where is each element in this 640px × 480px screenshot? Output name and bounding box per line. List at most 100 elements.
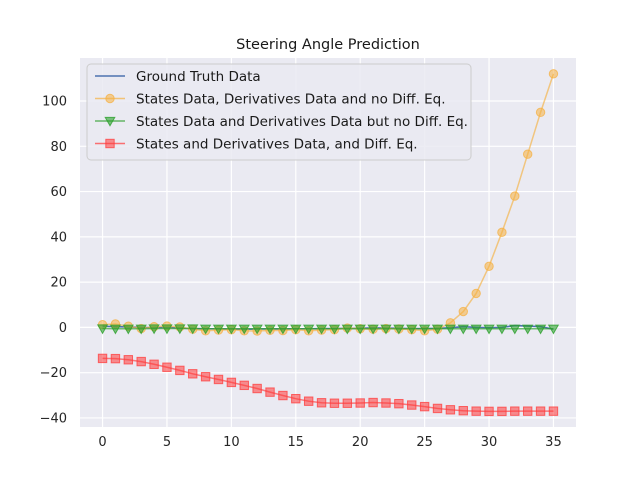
x-tick-label: 5 [163, 435, 171, 450]
legend-label: States Data, Derivatives Data and no Dif… [136, 92, 446, 108]
data-point [522, 149, 533, 159]
data-point [225, 324, 238, 335]
data-point [226, 377, 237, 388]
data-point [109, 324, 122, 335]
y-tick-label: 60 [50, 185, 67, 200]
data-point [497, 227, 507, 238]
legend-item: States Data and Derivatives Data but no … [95, 114, 468, 130]
legend-swatch-marker [105, 138, 115, 149]
y-tick-label: 80 [50, 140, 67, 155]
data-point [509, 324, 521, 335]
data-point [199, 324, 212, 335]
legend-item: Ground Truth Data [95, 69, 261, 85]
data-point [264, 324, 276, 335]
data-point [110, 353, 121, 364]
data-point [547, 324, 560, 335]
legend-swatch-marker [104, 116, 116, 127]
series-states-derivatives-diffeq [97, 353, 559, 417]
data-point [136, 356, 146, 367]
data-point [458, 406, 468, 416]
x-tick-label: 35 [545, 435, 562, 450]
data-point [200, 372, 211, 382]
data-point [535, 406, 546, 416]
data-point [534, 324, 547, 335]
data-point [161, 324, 173, 335]
data-point [187, 324, 199, 335]
data-point [303, 324, 315, 335]
data-point [123, 355, 134, 365]
data-point [239, 380, 249, 391]
data-point [303, 396, 314, 406]
data-point [213, 374, 224, 385]
data-point [471, 288, 481, 299]
data-point [315, 324, 328, 335]
data-point [419, 401, 430, 412]
legend-label: Ground Truth Data [136, 69, 261, 85]
x-tick-label: 15 [288, 435, 305, 450]
x-tick-label: 10 [223, 435, 240, 450]
data-point [368, 397, 378, 408]
data-point [444, 324, 457, 335]
data-point [407, 400, 417, 410]
data-point [122, 324, 134, 335]
data-point [535, 107, 546, 118]
data-point [380, 324, 392, 335]
data-point [471, 406, 481, 416]
x-tick-label: 25 [416, 435, 433, 450]
data-point [174, 324, 186, 335]
data-point [148, 324, 160, 335]
data-point [393, 324, 405, 335]
data-point [252, 383, 262, 394]
data-point [355, 398, 365, 408]
data-point [329, 398, 340, 408]
data-point [277, 324, 289, 335]
data-point [238, 324, 250, 335]
data-point [290, 324, 302, 335]
data-point [278, 390, 288, 401]
data-point [162, 362, 172, 372]
x-tick-label: 0 [98, 435, 106, 450]
legend-box [86, 63, 472, 161]
data-point [175, 365, 185, 376]
data-point [251, 324, 263, 335]
data-point [458, 306, 468, 317]
data-point [96, 324, 109, 335]
y-tick-label: 100 [42, 95, 67, 110]
y-tick-label: 0 [59, 321, 67, 336]
data-point [497, 406, 507, 417]
data-point [212, 324, 225, 335]
data-point [328, 324, 341, 335]
x-tick-label: 20 [352, 435, 369, 450]
data-point [418, 324, 431, 335]
legend-label: States and Derivatives Data, and Diff. E… [136, 137, 418, 153]
legend-label: States Data and Derivatives Data but no … [136, 114, 468, 130]
series-states-and-derivatives-no-diffeq [96, 324, 560, 335]
data-point [510, 191, 520, 201]
data-point [97, 353, 108, 364]
legend-swatch-marker [105, 93, 115, 104]
data-point [149, 359, 159, 369]
data-point [522, 324, 534, 335]
legend-item: States Data, Derivatives Data and no Dif… [95, 92, 446, 108]
data-point [381, 398, 391, 408]
data-point [265, 387, 275, 397]
data-point [431, 324, 444, 335]
data-point [291, 394, 301, 404]
legend-item: States and Derivatives Data, and Diff. E… [95, 137, 418, 153]
data-point [354, 324, 366, 335]
data-point [188, 369, 198, 379]
data-point [496, 324, 508, 335]
y-tick-label: 40 [50, 230, 67, 245]
data-point [484, 261, 494, 271]
data-point [367, 324, 379, 335]
chart-title: Steering Angle Prediction [236, 37, 420, 53]
y-tick-label: 20 [50, 276, 67, 291]
data-point [483, 324, 495, 335]
data-point [341, 324, 353, 335]
y-tick-label: −40 [40, 411, 67, 426]
data-point [522, 406, 533, 416]
data-point [445, 405, 456, 415]
data-point [470, 324, 482, 335]
